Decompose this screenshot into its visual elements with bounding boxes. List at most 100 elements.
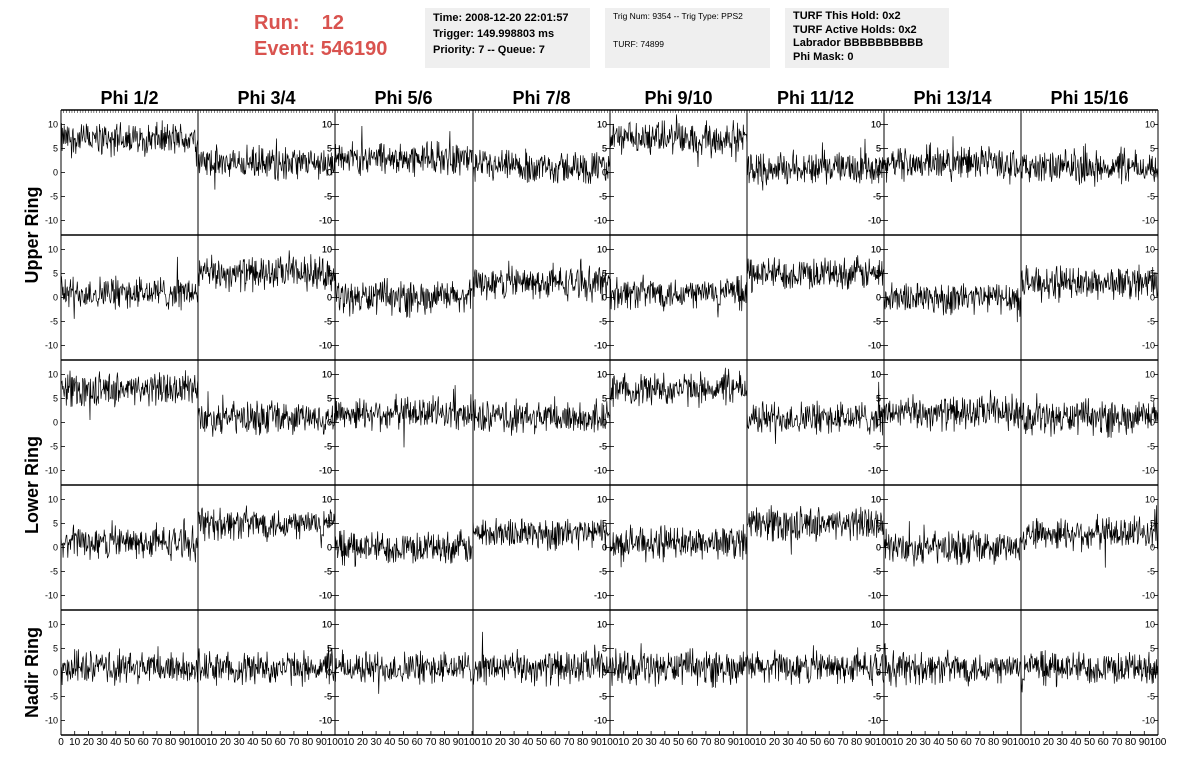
y-tick-label: -10 [594,341,607,351]
y-tick-label: -5 [324,567,332,577]
ring-label: Nadir Ring [22,627,42,718]
y-tick-label: -5 [599,192,607,202]
x-tick-label: 30 [509,737,521,748]
y-tick-label: -5 [324,692,332,702]
y-tick-label: -10 [868,341,881,351]
waveform-trace [1020,650,1159,693]
y-tick-label: 10 [597,619,607,629]
y-tick-label: 0 [602,418,607,428]
y-tick-label: 5 [1150,643,1155,653]
y-tick-label: -10 [868,591,881,601]
x-tick-label: 50 [124,737,136,748]
x-tick-label: 90 [179,737,191,748]
x-tick-label: 70 [425,737,437,748]
x-tick-label: 20 [495,737,507,748]
y-tick-label: 5 [327,143,332,153]
waveform-trace [60,256,199,319]
x-tick-label: 10 [69,737,81,748]
y-tick-label: 10 [322,244,332,254]
y-tick-label: 0 [876,168,881,178]
waveform-trace [1020,264,1159,303]
y-tick-label: -10 [319,341,332,351]
waveform-trace [197,646,336,687]
waveform-trace [60,646,199,686]
waveform-trace [197,138,336,190]
y-tick-label: 10 [48,494,58,504]
y-tick-label: 10 [871,369,881,379]
y-tick-label: 10 [1145,494,1155,504]
y-tick-label: -10 [868,466,881,476]
y-tick-label: 10 [597,369,607,379]
x-tick-label: 90 [453,737,465,748]
y-tick-label: -5 [324,442,332,452]
x-tick-label: 20 [83,737,95,748]
y-tick-label: -5 [50,192,58,202]
y-tick-label: -10 [45,341,58,351]
y-tick-label: -5 [873,567,881,577]
x-tick-label: 40 [247,737,259,748]
y-tick-label: 10 [871,619,881,629]
y-tick-label: -5 [50,317,58,327]
run-value: 12 [321,12,345,34]
x-tick-label: 90 [1139,737,1151,748]
y-tick-label: -5 [324,567,332,577]
x-tick-label: 80 [165,737,177,748]
y-tick-label: 0 [327,168,332,178]
x-tick-label: 100 [602,737,619,748]
y-tick-label: 5 [602,268,607,278]
y-tick-label: -10 [594,591,607,601]
y-tick-label: -5 [599,317,607,327]
y-tick-label: 0 [876,418,881,428]
y-tick-label: 10 [48,369,58,379]
x-tick-label: 100 [190,737,207,748]
waveform-trace [334,649,473,694]
y-tick-label: -10 [1142,216,1155,226]
x-tick-label: 90 [316,737,328,748]
info-box-turf: TURF This Hold: 0x2 TURF Active Holds: 0… [785,8,949,68]
y-tick-label: -5 [50,692,58,702]
y-tick-label: 5 [327,643,332,653]
y-tick-label: -10 [594,466,607,476]
y-tick-label: 5 [602,518,607,528]
x-tick-label: 100 [327,737,344,748]
y-tick-label: 0 [327,668,332,678]
y-tick-label: -5 [873,442,881,452]
y-tick-label: 10 [597,619,607,629]
y-tick-label: 10 [322,619,332,629]
y-tick-label: 0 [327,293,332,303]
y-tick-label: -10 [319,216,332,226]
y-tick-label: 5 [53,393,58,403]
y-tick-label: 5 [327,143,332,153]
y-tick-label: 0 [53,293,58,303]
y-tick-label: 5 [1150,393,1155,403]
x-tick-label: 10 [343,737,355,748]
x-tick-label: 50 [398,737,410,748]
x-tick-label: 80 [302,737,314,748]
waveform-trace [746,255,885,294]
waveform-trace [334,385,473,448]
y-tick-label: 10 [1145,369,1155,379]
y-tick-label: -5 [50,567,58,577]
ring-label: Lower Ring [22,436,42,534]
y-tick-label: 5 [602,143,607,153]
x-tick-label: 40 [384,737,396,748]
waveform-trace [609,274,748,318]
column-title: Phi 15/16 [1050,88,1128,108]
y-tick-label: -10 [319,466,332,476]
column-title: Phi 11/12 [777,88,854,108]
y-tick-label: -5 [324,192,332,202]
y-tick-label: -10 [594,716,607,726]
y-tick-label: 5 [876,393,881,403]
x-tick-label: 0 [58,737,64,748]
x-tick-label: 90 [865,737,877,748]
y-tick-label: 5 [876,143,881,153]
x-tick-label: 40 [659,737,671,748]
waveform-trace [334,125,473,177]
x-tick-label: 80 [1125,737,1137,748]
waveform-trace [472,396,611,436]
waveform-trace [609,524,748,568]
waveform-trace [1020,393,1159,438]
event-label: Event: [254,38,316,60]
x-tick-label: 70 [563,737,575,748]
y-tick-label: 10 [322,119,332,129]
